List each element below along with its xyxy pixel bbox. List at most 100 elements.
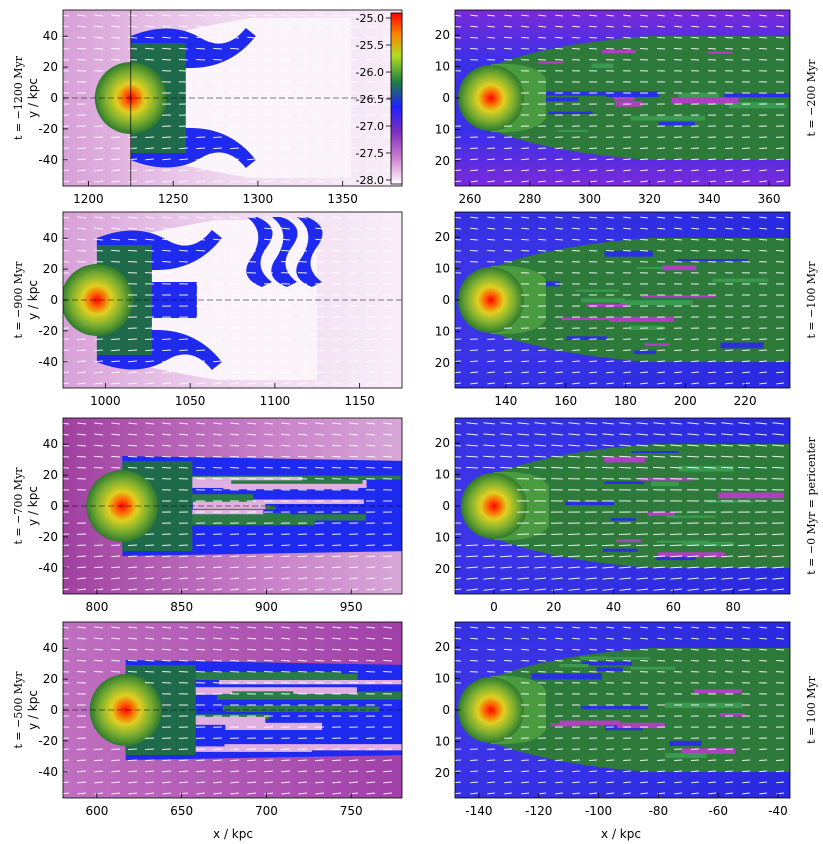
arrow — [674, 14, 683, 17]
arrow — [589, 158, 598, 161]
arrow — [332, 180, 342, 183]
arrow — [383, 169, 393, 172]
arrow — [315, 158, 325, 161]
arrow — [555, 249, 564, 252]
arrow — [366, 169, 376, 172]
arrow — [538, 25, 547, 28]
arrow — [213, 371, 223, 374]
arrow — [521, 216, 530, 219]
arrow — [555, 349, 564, 352]
arrow — [264, 249, 274, 252]
arrow — [196, 759, 206, 762]
arrow — [555, 626, 564, 629]
streak — [602, 548, 638, 552]
x-tick-label: -40 — [768, 804, 788, 818]
arrow — [623, 349, 632, 352]
arrow — [487, 781, 496, 784]
arrow — [366, 781, 376, 784]
arrow — [589, 14, 598, 17]
arrow — [555, 169, 564, 172]
arrow — [230, 147, 240, 150]
arrow — [455, 759, 462, 761]
streak — [191, 716, 266, 725]
arrow — [487, 36, 496, 39]
arrow — [94, 781, 104, 784]
arrow — [196, 648, 206, 651]
arrow — [145, 444, 155, 447]
colorbar-tick-label: -27.0 — [356, 120, 384, 133]
arrow — [332, 382, 342, 385]
arrow — [145, 14, 155, 17]
arrow — [128, 555, 138, 558]
arrow — [162, 626, 172, 629]
arrow — [247, 14, 257, 17]
arrow — [230, 555, 240, 558]
arrow — [521, 781, 530, 784]
arrow — [332, 47, 342, 50]
arrow — [162, 781, 172, 784]
x-tick-label: 180 — [614, 394, 637, 408]
arrow — [128, 147, 138, 150]
arrow — [640, 759, 649, 762]
galaxy-core — [89, 674, 162, 746]
arrow — [776, 626, 785, 629]
arrow — [538, 180, 547, 183]
arrow — [264, 455, 274, 458]
arrow — [776, 770, 785, 773]
arrow — [145, 227, 155, 230]
arrow — [657, 759, 666, 762]
streak — [706, 500, 754, 503]
arrow — [602, 566, 615, 569]
arrow — [721, 466, 734, 469]
arrow — [674, 626, 683, 629]
y-tick-label: 20 — [435, 28, 450, 42]
arrow — [657, 169, 666, 172]
arrow — [455, 180, 462, 183]
arrow — [721, 455, 734, 458]
arrow — [538, 637, 547, 640]
arrow — [63, 433, 70, 436]
arrow — [213, 36, 223, 39]
arrow — [111, 555, 121, 558]
arrow — [366, 648, 376, 651]
arrow — [179, 382, 189, 385]
arrow — [636, 433, 649, 436]
arrow — [470, 180, 479, 183]
arrow — [589, 759, 598, 762]
arrow — [742, 626, 751, 629]
arrow — [483, 544, 496, 547]
arrow — [162, 158, 172, 161]
arrow — [687, 555, 700, 558]
arrow — [500, 455, 513, 458]
arrow — [128, 360, 138, 363]
arrow — [742, 227, 751, 230]
time-label: t = −900 Myr — [12, 261, 25, 339]
arrow — [349, 238, 359, 241]
streak — [718, 492, 784, 499]
x-tick-label: 1300 — [243, 192, 274, 206]
arrow — [332, 577, 342, 580]
arrow — [657, 659, 666, 662]
arrow — [708, 14, 717, 17]
streak — [575, 289, 619, 292]
arrow — [708, 792, 717, 795]
arrow — [721, 544, 734, 547]
streak — [187, 687, 357, 694]
arrow — [602, 455, 615, 458]
arrow — [466, 588, 479, 591]
arrow — [776, 47, 785, 50]
arrow — [725, 792, 734, 795]
arrow — [366, 349, 376, 352]
arrow — [63, 660, 70, 662]
arrow — [111, 455, 121, 458]
arrow — [196, 588, 206, 591]
arrow — [483, 566, 496, 569]
arrow — [589, 371, 598, 374]
arrow — [281, 781, 291, 784]
arrow — [534, 444, 547, 447]
arrow — [264, 588, 274, 591]
arrow — [247, 349, 257, 352]
arrow — [674, 158, 683, 161]
arrow — [94, 588, 104, 591]
arrow — [145, 781, 155, 784]
